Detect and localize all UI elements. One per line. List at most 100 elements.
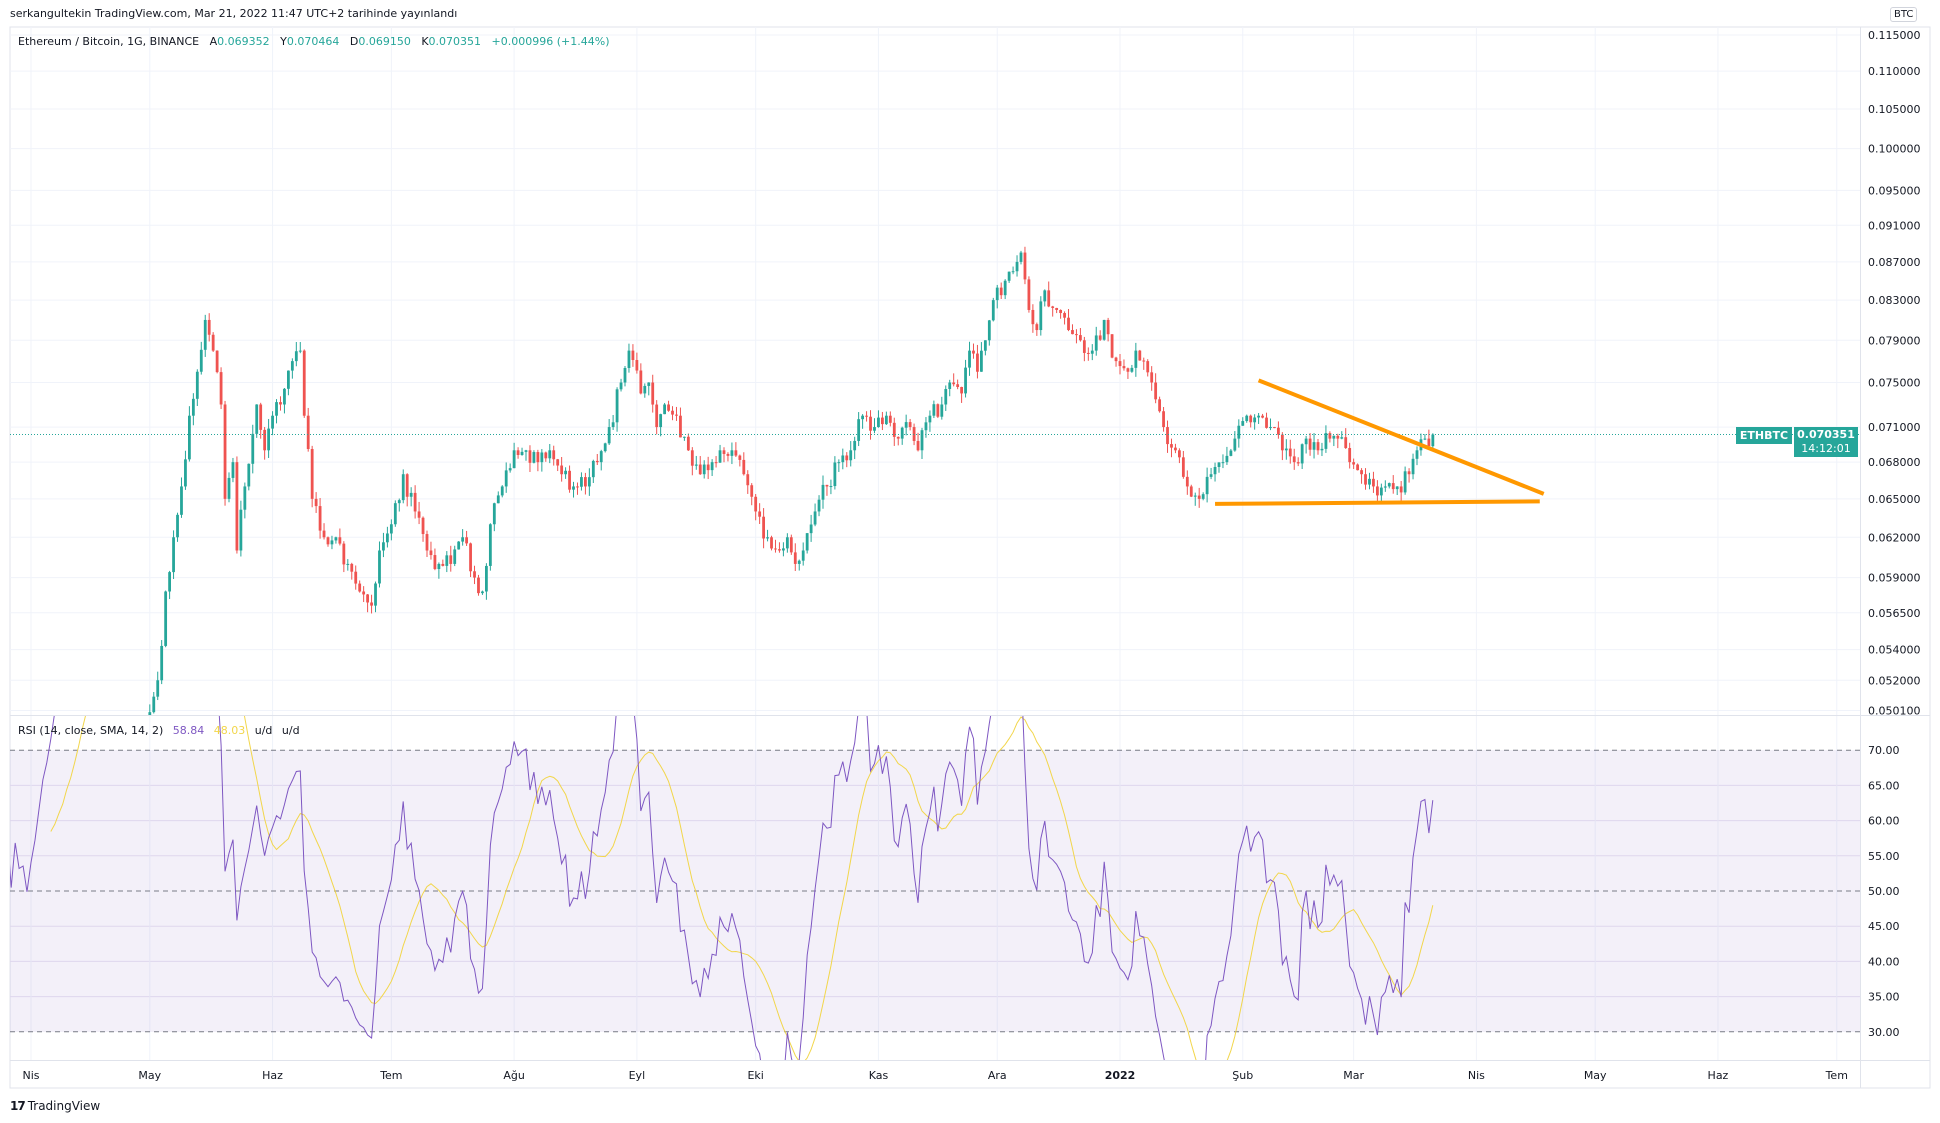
time-tick-label: Ara	[988, 1069, 1007, 1082]
candle-body	[176, 514, 179, 538]
candle-body	[1245, 415, 1249, 422]
candle-body	[813, 511, 817, 525]
candle-body	[1185, 476, 1189, 487]
candle-body	[587, 477, 591, 487]
candle-body	[516, 450, 520, 455]
candle-body	[235, 462, 239, 551]
candle-body	[429, 550, 433, 556]
rsi-legend: RSI (14, close, SMA, 14, 2) 58.84 48.03 …	[18, 724, 300, 737]
rsi-upper-band-value: u/d	[254, 724, 273, 737]
candle-body	[1126, 368, 1130, 372]
currency-badge[interactable]: BTC	[1890, 7, 1918, 22]
candle-body	[1035, 324, 1039, 331]
candle-body	[572, 486, 575, 490]
candle-body	[797, 560, 801, 564]
candle-body	[1189, 486, 1193, 497]
price-tick-label: 0.079000	[1868, 334, 1921, 347]
rsi-tick-label: 70.00	[1868, 744, 1900, 757]
candle-body	[944, 389, 948, 405]
candle-body	[964, 367, 967, 394]
candle-body	[896, 436, 900, 439]
candle-body	[0, 1043, 1, 1046]
candle-body	[750, 485, 754, 497]
drawings[interactable]	[1215, 378, 1545, 506]
candle-body	[1090, 350, 1094, 354]
candle-body	[1332, 435, 1336, 439]
candle-body	[528, 450, 532, 463]
candle-body	[758, 511, 762, 517]
tradingview-logo[interactable]: 17 TradingView	[10, 1099, 100, 1113]
candle-body	[976, 353, 979, 372]
candle-body	[1114, 357, 1118, 362]
candle-body	[1324, 433, 1328, 449]
candle-body	[425, 534, 429, 551]
candle-body	[1399, 486, 1403, 493]
candle-body	[718, 450, 722, 463]
rsi-sma-value: 48.03	[213, 724, 246, 737]
candle-body	[643, 385, 647, 394]
rsi-tick-label: 35.00	[1868, 991, 1900, 1004]
candle-body	[227, 477, 231, 499]
candle-body	[445, 555, 449, 566]
candle-body	[995, 287, 999, 301]
candle-body	[785, 537, 789, 549]
candle-body	[623, 368, 627, 383]
rsi-axis[interactable]: 70.00 65.00 60.00 55.00 50.00 45.00 40.00 35.00…	[1868, 744, 1900, 1039]
candle-body	[841, 455, 845, 463]
candle-body	[888, 415, 892, 423]
candle-body	[663, 404, 666, 415]
candle-body	[1360, 470, 1363, 475]
candle-body	[1265, 417, 1268, 428]
logo-text: TradingView	[27, 1099, 101, 1113]
candle-body	[271, 415, 274, 429]
candle-body	[916, 440, 920, 451]
symbol-legend: Ethereum / Bitcoin, 1G, BINANCE A0.06935…	[18, 35, 610, 48]
time-tick-label: Mar	[1343, 1069, 1364, 1082]
time-tick-label: May	[138, 1069, 161, 1082]
price-tick-label: 0.052000	[1868, 674, 1921, 687]
candle-body	[556, 459, 560, 466]
time-tick-label: Nis	[22, 1069, 39, 1082]
candle-body	[1197, 495, 1201, 499]
candle-body	[1269, 427, 1272, 429]
candle-body	[326, 537, 330, 545]
candle-body	[865, 415, 868, 417]
candle-body	[457, 541, 461, 550]
candle-body	[386, 533, 389, 543]
candle-body	[1273, 427, 1276, 429]
time-tick-label: Tem	[1825, 1069, 1848, 1082]
time-axis[interactable]: Nis May Haz Tem Ağu Eyl Eki Kas Ara 2022 Şub Mar Nis…	[22, 1069, 1847, 1082]
candle-body	[789, 537, 793, 553]
candle-body	[1138, 350, 1142, 361]
candle-body	[983, 340, 987, 351]
candle-body	[1086, 352, 1090, 354]
rsi-line	[10, 716, 1434, 1060]
candle-body	[1300, 444, 1304, 464]
last-price: 0.070351	[1797, 428, 1855, 441]
candle-body	[358, 583, 362, 592]
candle-body	[1403, 471, 1407, 493]
candle-body	[322, 530, 326, 538]
candle-body	[972, 350, 975, 354]
candle-body	[223, 404, 227, 499]
candle-body	[255, 404, 259, 434]
candle-body	[1209, 474, 1213, 477]
candle-body	[710, 462, 714, 471]
candle-body	[453, 549, 457, 564]
candle-body	[924, 422, 928, 431]
candle-body	[1027, 279, 1031, 310]
candle-body	[920, 430, 924, 451]
candle-body	[188, 415, 191, 460]
candle-body	[219, 372, 223, 405]
candle-body	[401, 474, 405, 501]
candle-body	[631, 350, 635, 361]
high-label: Y	[280, 35, 287, 48]
candle-body	[881, 417, 884, 425]
candle-body	[283, 388, 286, 405]
candle-body	[374, 583, 377, 606]
chart-frame	[9, 26, 1931, 1089]
candle-body	[793, 552, 797, 564]
price-axis[interactable]: 0.115000 0.110000 0.105000 0.100000 0.095000…	[1868, 29, 1921, 718]
rsi-tick-label: 50.00	[1868, 885, 1900, 898]
